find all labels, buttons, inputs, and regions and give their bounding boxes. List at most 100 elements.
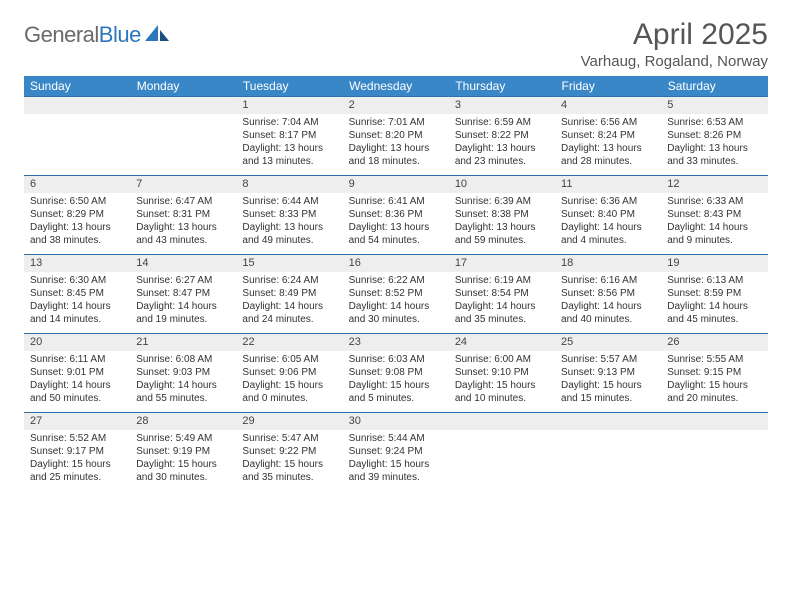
- sunset-line: Sunset: 9:01 PM: [30, 366, 124, 379]
- sunrise-line: Sunrise: 5:57 AM: [561, 353, 655, 366]
- daylight-line: Daylight: 13 hours and 59 minutes.: [455, 221, 549, 247]
- day-number-cell: [24, 97, 130, 114]
- day-detail-cell: Sunrise: 6:08 AMSunset: 9:03 PMDaylight:…: [130, 351, 236, 413]
- sunrise-line: Sunrise: 5:47 AM: [242, 432, 336, 445]
- day-detail-cell: Sunrise: 7:01 AMSunset: 8:20 PMDaylight:…: [343, 114, 449, 176]
- daylight-line: Daylight: 15 hours and 10 minutes.: [455, 379, 549, 405]
- sunrise-line: Sunrise: 6:03 AM: [349, 353, 443, 366]
- logo: GeneralBlue: [24, 18, 169, 48]
- day-number-cell: 26: [661, 334, 767, 351]
- daylight-line: Daylight: 15 hours and 39 minutes.: [349, 458, 443, 484]
- day-number-cell: 23: [343, 334, 449, 351]
- sunrise-line: Sunrise: 5:55 AM: [667, 353, 761, 366]
- daylight-line: Daylight: 15 hours and 15 minutes.: [561, 379, 655, 405]
- day-detail-row: Sunrise: 6:50 AMSunset: 8:29 PMDaylight:…: [24, 193, 768, 255]
- day-detail-cell: Sunrise: 6:47 AMSunset: 8:31 PMDaylight:…: [130, 193, 236, 255]
- sunset-line: Sunset: 8:45 PM: [30, 287, 124, 300]
- day-number-cell: 5: [661, 97, 767, 114]
- sunrise-line: Sunrise: 6:19 AM: [455, 274, 549, 287]
- sunrise-line: Sunrise: 5:52 AM: [30, 432, 124, 445]
- day-detail-cell: Sunrise: 6:00 AMSunset: 9:10 PMDaylight:…: [449, 351, 555, 413]
- day-number-row: 20212223242526: [24, 334, 768, 351]
- sunset-line: Sunset: 8:29 PM: [30, 208, 124, 221]
- day-detail-cell: Sunrise: 6:24 AMSunset: 8:49 PMDaylight:…: [236, 272, 342, 334]
- logo-word-2: Blue: [99, 22, 141, 47]
- day-detail-cell: Sunrise: 6:36 AMSunset: 8:40 PMDaylight:…: [555, 193, 661, 255]
- daylight-line: Daylight: 14 hours and 30 minutes.: [349, 300, 443, 326]
- day-detail-cell: [661, 430, 767, 492]
- daylight-line: Daylight: 13 hours and 54 minutes.: [349, 221, 443, 247]
- day-detail-row: Sunrise: 5:52 AMSunset: 9:17 PMDaylight:…: [24, 430, 768, 492]
- daylight-line: Daylight: 14 hours and 9 minutes.: [667, 221, 761, 247]
- day-detail-cell: Sunrise: 6:59 AMSunset: 8:22 PMDaylight:…: [449, 114, 555, 176]
- sunset-line: Sunset: 8:17 PM: [242, 129, 336, 142]
- weekday-header: Friday: [555, 76, 661, 97]
- day-number-cell: 30: [343, 413, 449, 430]
- daylight-line: Daylight: 14 hours and 50 minutes.: [30, 379, 124, 405]
- month-title: April 2025: [581, 18, 768, 52]
- day-number-row: 27282930: [24, 413, 768, 430]
- daylight-line: Daylight: 15 hours and 5 minutes.: [349, 379, 443, 405]
- sunrise-line: Sunrise: 6:56 AM: [561, 116, 655, 129]
- day-detail-cell: Sunrise: 6:33 AMSunset: 8:43 PMDaylight:…: [661, 193, 767, 255]
- day-number-cell: 20: [24, 334, 130, 351]
- day-detail-cell: Sunrise: 6:41 AMSunset: 8:36 PMDaylight:…: [343, 193, 449, 255]
- sunrise-line: Sunrise: 6:16 AM: [561, 274, 655, 287]
- sunset-line: Sunset: 8:22 PM: [455, 129, 549, 142]
- daylight-line: Daylight: 13 hours and 49 minutes.: [242, 221, 336, 247]
- day-number-row: 13141516171819: [24, 255, 768, 272]
- day-detail-cell: Sunrise: 6:53 AMSunset: 8:26 PMDaylight:…: [661, 114, 767, 176]
- day-detail-cell: Sunrise: 6:27 AMSunset: 8:47 PMDaylight:…: [130, 272, 236, 334]
- sunset-line: Sunset: 8:40 PM: [561, 208, 655, 221]
- calendar-body: 12345 Sunrise: 7:04 AMSunset: 8:17 PMDay…: [24, 97, 768, 492]
- daylight-line: Daylight: 13 hours and 13 minutes.: [242, 142, 336, 168]
- day-number-cell: 2: [343, 97, 449, 114]
- daylight-line: Daylight: 13 hours and 23 minutes.: [455, 142, 549, 168]
- day-detail-cell: Sunrise: 6:50 AMSunset: 8:29 PMDaylight:…: [24, 193, 130, 255]
- daylight-line: Daylight: 15 hours and 25 minutes.: [30, 458, 124, 484]
- day-number-cell: 8: [236, 176, 342, 193]
- sunrise-line: Sunrise: 6:13 AM: [667, 274, 761, 287]
- day-detail-cell: Sunrise: 5:55 AMSunset: 9:15 PMDaylight:…: [661, 351, 767, 413]
- day-number-cell: [449, 413, 555, 430]
- sunrise-line: Sunrise: 6:39 AM: [455, 195, 549, 208]
- day-detail-cell: Sunrise: 5:49 AMSunset: 9:19 PMDaylight:…: [130, 430, 236, 492]
- day-number-cell: 3: [449, 97, 555, 114]
- day-number-cell: 17: [449, 255, 555, 272]
- day-detail-cell: Sunrise: 6:44 AMSunset: 8:33 PMDaylight:…: [236, 193, 342, 255]
- sunset-line: Sunset: 8:26 PM: [667, 129, 761, 142]
- weekday-header: Wednesday: [343, 76, 449, 97]
- sunrise-line: Sunrise: 6:11 AM: [30, 353, 124, 366]
- daylight-line: Daylight: 14 hours and 4 minutes.: [561, 221, 655, 247]
- sunset-line: Sunset: 9:15 PM: [667, 366, 761, 379]
- day-number-cell: [130, 97, 236, 114]
- day-number-row: 6789101112: [24, 176, 768, 193]
- title-block: April 2025 Varhaug, Rogaland, Norway: [581, 18, 768, 70]
- sunset-line: Sunset: 8:31 PM: [136, 208, 230, 221]
- sunset-line: Sunset: 8:54 PM: [455, 287, 549, 300]
- sunset-line: Sunset: 8:52 PM: [349, 287, 443, 300]
- sunset-line: Sunset: 8:43 PM: [667, 208, 761, 221]
- day-number-cell: 13: [24, 255, 130, 272]
- day-detail-cell: Sunrise: 6:22 AMSunset: 8:52 PMDaylight:…: [343, 272, 449, 334]
- header: GeneralBlue April 2025 Varhaug, Rogaland…: [24, 18, 768, 70]
- day-detail-cell: Sunrise: 6:39 AMSunset: 8:38 PMDaylight:…: [449, 193, 555, 255]
- sunrise-line: Sunrise: 6:59 AM: [455, 116, 549, 129]
- day-detail-cell: [130, 114, 236, 176]
- logo-sail-icon: [145, 23, 169, 48]
- logo-text: GeneralBlue: [24, 22, 141, 48]
- day-number-cell: 21: [130, 334, 236, 351]
- sunset-line: Sunset: 9:24 PM: [349, 445, 443, 458]
- sunset-line: Sunset: 8:38 PM: [455, 208, 549, 221]
- day-number-cell: 25: [555, 334, 661, 351]
- day-detail-cell: Sunrise: 6:16 AMSunset: 8:56 PMDaylight:…: [555, 272, 661, 334]
- sunset-line: Sunset: 8:56 PM: [561, 287, 655, 300]
- daylight-line: Daylight: 13 hours and 38 minutes.: [30, 221, 124, 247]
- daylight-line: Daylight: 15 hours and 30 minutes.: [136, 458, 230, 484]
- sunrise-line: Sunrise: 5:49 AM: [136, 432, 230, 445]
- daylight-line: Daylight: 15 hours and 0 minutes.: [242, 379, 336, 405]
- sunset-line: Sunset: 9:13 PM: [561, 366, 655, 379]
- sunrise-line: Sunrise: 6:24 AM: [242, 274, 336, 287]
- daylight-line: Daylight: 14 hours and 19 minutes.: [136, 300, 230, 326]
- daylight-line: Daylight: 13 hours and 18 minutes.: [349, 142, 443, 168]
